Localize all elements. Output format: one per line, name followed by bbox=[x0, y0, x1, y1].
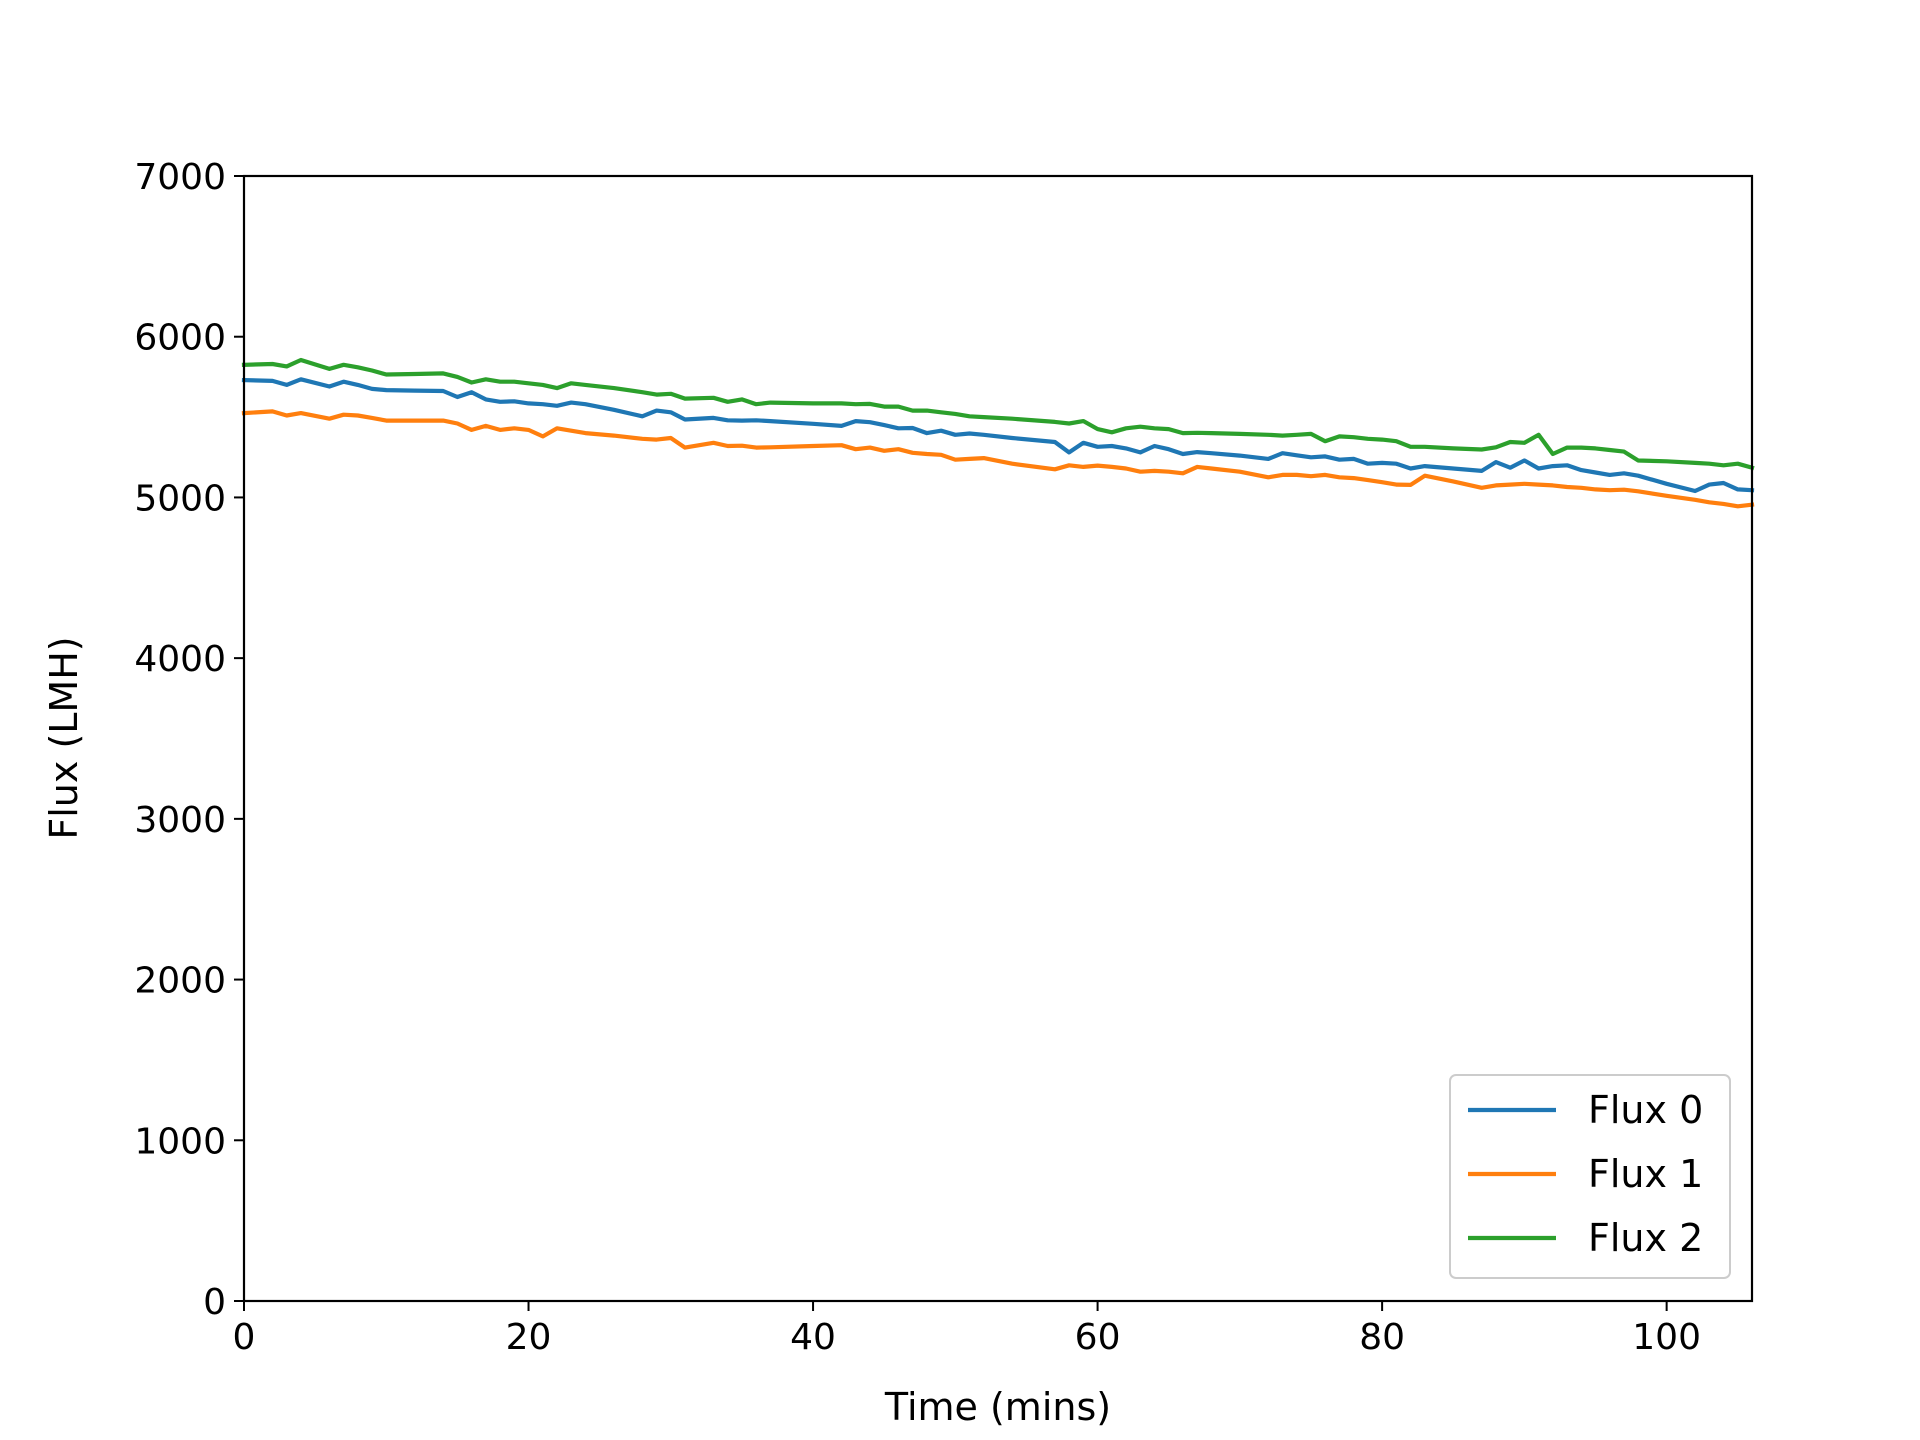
x-tick-label: 20 bbox=[506, 1317, 552, 1358]
y-tick-label: 5000 bbox=[134, 478, 226, 519]
x-tick-label: 0 bbox=[233, 1317, 256, 1358]
series-line-2 bbox=[241, 357, 1755, 471]
series-line-1 bbox=[241, 409, 1755, 509]
y-tick-label: 7000 bbox=[134, 157, 226, 198]
series-line-0 bbox=[241, 377, 1755, 494]
y-tick-label: 4000 bbox=[134, 639, 226, 680]
x-axis: 0 20 40 60 80 100 bbox=[233, 1301, 1701, 1358]
y-tick-label: 0 bbox=[203, 1282, 226, 1323]
legend-label-1: Flux 1 bbox=[1588, 1152, 1703, 1196]
y-tick-label: 6000 bbox=[134, 318, 226, 359]
x-axis-label: Time (mins) bbox=[884, 1385, 1111, 1429]
legend-label-2: Flux 2 bbox=[1588, 1216, 1703, 1260]
y-axis-label: Flux (LMH) bbox=[42, 636, 86, 839]
legend-label-0: Flux 0 bbox=[1588, 1088, 1703, 1132]
legend: Flux 0 Flux 1 Flux 2 bbox=[1449, 1074, 1731, 1279]
y-tick-label: 2000 bbox=[134, 961, 226, 1002]
x-tick-label: 80 bbox=[1359, 1317, 1405, 1358]
y-axis: 0 1000 2000 3000 4000 5000 6000 7000 bbox=[134, 157, 244, 1323]
series-layer bbox=[241, 357, 1755, 509]
y-tick-label: 1000 bbox=[134, 1121, 226, 1162]
plot-frame bbox=[242, 174, 1754, 1303]
x-tick-label: 60 bbox=[1075, 1317, 1121, 1358]
x-tick-label: 100 bbox=[1632, 1317, 1701, 1358]
x-tick-label: 40 bbox=[790, 1317, 836, 1358]
legend-box bbox=[1449, 1074, 1731, 1279]
y-tick-label: 3000 bbox=[134, 800, 226, 841]
